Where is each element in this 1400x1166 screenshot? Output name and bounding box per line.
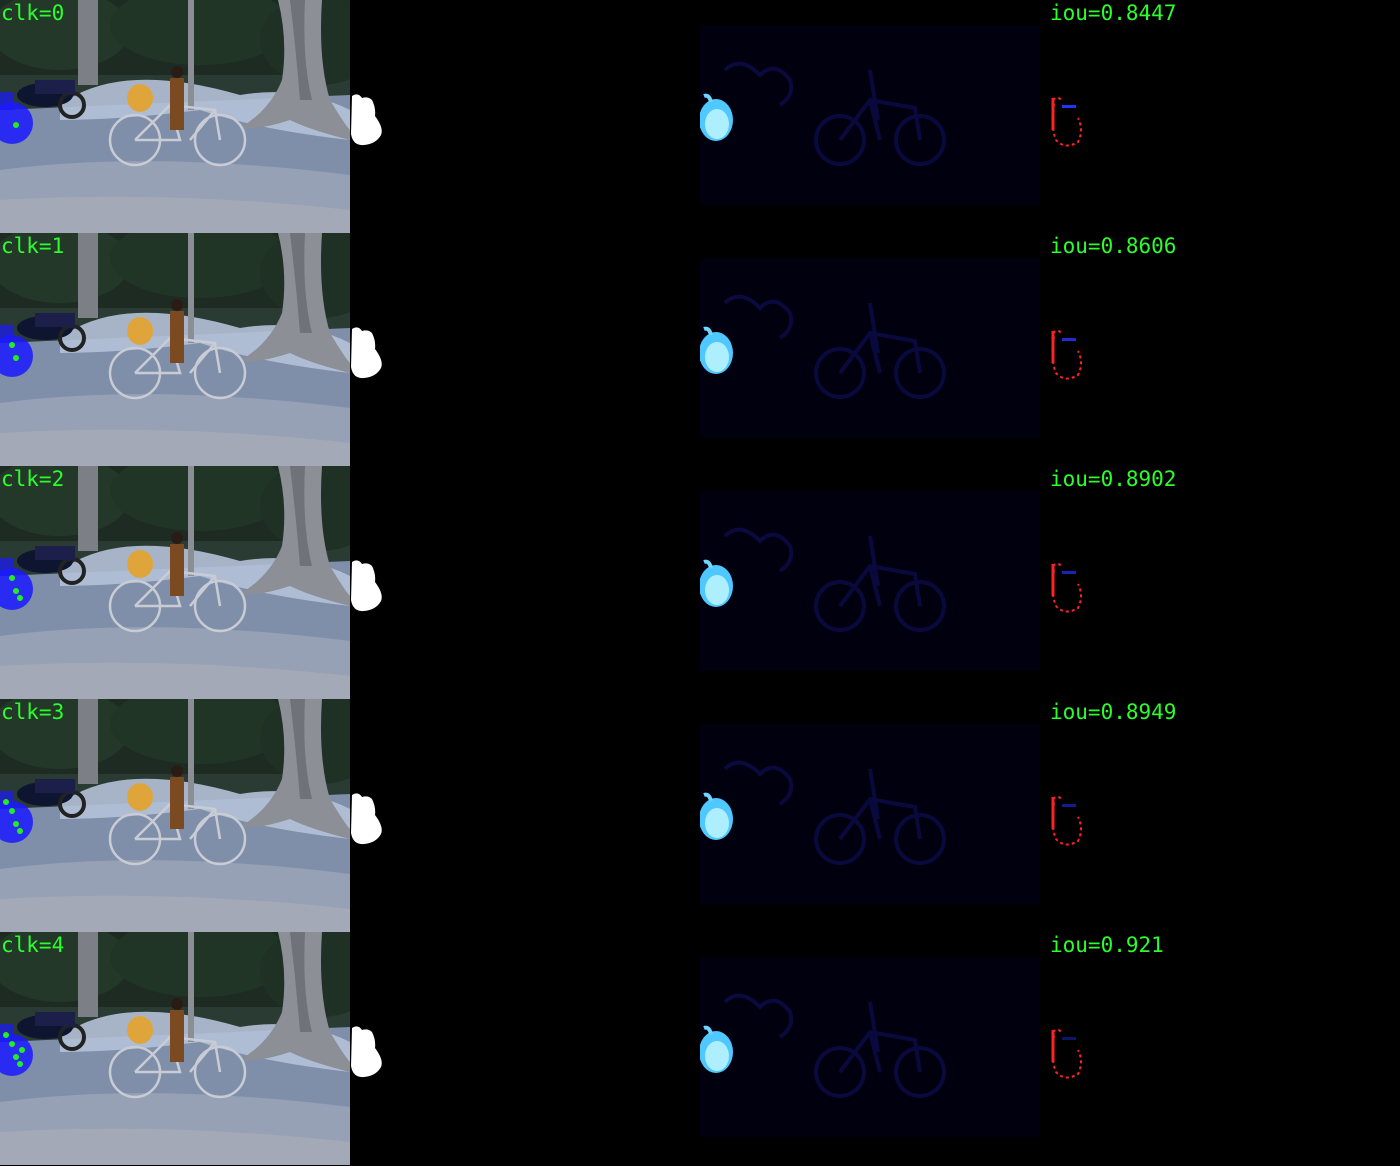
click-point	[17, 828, 23, 834]
click-point	[17, 595, 23, 601]
click-point	[9, 575, 15, 581]
iou-score-label: iou=0.8902	[1050, 467, 1177, 491]
photo-panel	[0, 699, 350, 932]
prediction-heatmap	[700, 466, 1050, 699]
click-count-label: clk=2	[1, 467, 65, 491]
click-point	[13, 821, 19, 827]
click-point	[3, 799, 9, 805]
click-count-label: clk=0	[1, 1, 65, 25]
click-point	[9, 808, 15, 814]
predicted-mask	[350, 699, 700, 932]
error-panel	[1050, 466, 1400, 699]
scene-photo	[0, 233, 350, 466]
click-point	[9, 1041, 15, 1047]
error-map	[1050, 699, 1400, 932]
scene-photo	[0, 466, 350, 699]
error-panel	[1050, 699, 1400, 932]
iou-score-label: iou=0.8949	[1050, 700, 1177, 724]
error-map	[1050, 0, 1400, 233]
error-map	[1050, 466, 1400, 699]
predicted-mask	[350, 466, 700, 699]
error-map	[1050, 932, 1400, 1165]
prediction-heatmap	[700, 0, 1050, 233]
prediction-heatmap	[700, 932, 1050, 1165]
scene-photo	[0, 932, 350, 1165]
prediction-heatmap	[700, 699, 1050, 932]
result-row-0: clk=0 iou=0.8447	[0, 0, 1400, 233]
click-point	[13, 588, 19, 594]
click-point	[13, 1054, 19, 1060]
heatmap-panel	[700, 0, 1050, 233]
photo-panel	[0, 0, 350, 233]
click-count-label: clk=1	[1, 234, 65, 258]
click-point	[13, 122, 19, 128]
scene-photo	[0, 0, 350, 233]
iou-score-label: iou=0.8606	[1050, 234, 1177, 258]
photo-panel	[0, 466, 350, 699]
click-point	[19, 1047, 25, 1053]
error-panel	[1050, 932, 1400, 1165]
photo-panel	[0, 932, 350, 1165]
iou-score-label: iou=0.8447	[1050, 1, 1177, 25]
mask-panel	[350, 699, 700, 932]
heatmap-panel	[700, 932, 1050, 1165]
click-count-label: clk=3	[1, 700, 65, 724]
click-point	[9, 342, 15, 348]
predicted-mask	[350, 0, 700, 233]
result-row-2: clk=2 iou=0.8902	[0, 466, 1400, 699]
scene-photo	[0, 699, 350, 932]
photo-panel	[0, 233, 350, 466]
click-point	[13, 355, 19, 361]
iou-score-label: iou=0.921	[1050, 933, 1164, 957]
error-panel	[1050, 0, 1400, 233]
prediction-heatmap	[700, 233, 1050, 466]
result-row-4: clk=4 iou=0.921	[0, 932, 1400, 1165]
mask-panel	[350, 466, 700, 699]
result-row-1: clk=1 iou=0.8606	[0, 233, 1400, 466]
click-point	[3, 1032, 9, 1038]
predicted-mask	[350, 932, 700, 1165]
error-map	[1050, 233, 1400, 466]
mask-panel	[350, 233, 700, 466]
error-panel	[1050, 233, 1400, 466]
click-count-label: clk=4	[1, 933, 65, 957]
predicted-mask	[350, 233, 700, 466]
heatmap-panel	[700, 233, 1050, 466]
mask-panel	[350, 932, 700, 1165]
heatmap-panel	[700, 466, 1050, 699]
click-point	[17, 1061, 23, 1067]
mask-panel	[350, 0, 700, 233]
heatmap-panel	[700, 699, 1050, 932]
result-row-3: clk=3 iou=0.8949	[0, 699, 1400, 932]
